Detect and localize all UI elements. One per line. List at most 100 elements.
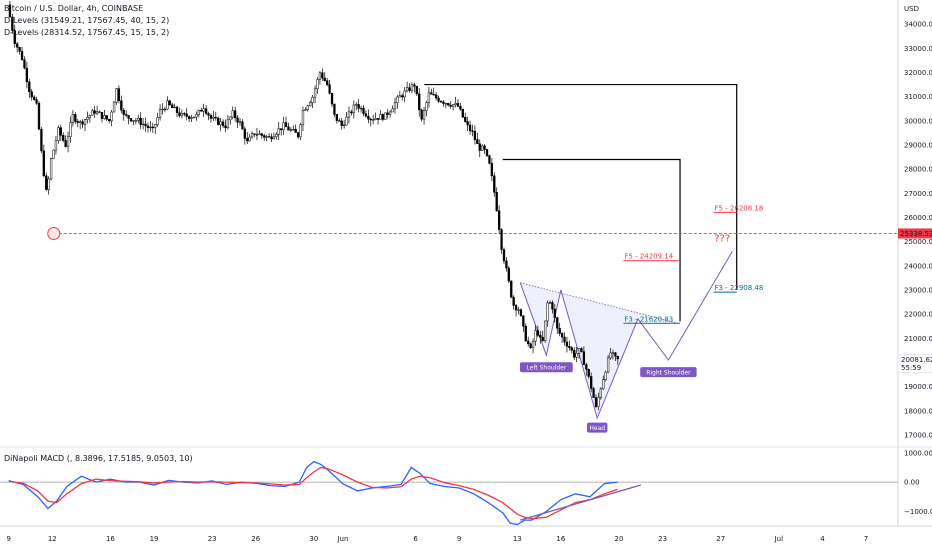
candle-body bbox=[125, 114, 128, 116]
candle-body bbox=[577, 348, 581, 354]
candle-body bbox=[386, 112, 389, 115]
candle bbox=[425, 100, 428, 117]
candle bbox=[311, 95, 314, 109]
candle-body bbox=[536, 330, 540, 336]
candle bbox=[209, 113, 213, 123]
candle-body bbox=[117, 88, 121, 101]
candle bbox=[539, 331, 542, 344]
candle bbox=[57, 125, 60, 144]
candle-body bbox=[468, 124, 472, 132]
candle-body bbox=[357, 104, 360, 109]
candle bbox=[435, 91, 438, 101]
candle-body bbox=[246, 138, 249, 142]
candle-body bbox=[175, 106, 179, 113]
candle-body bbox=[200, 109, 203, 112]
candle-body bbox=[62, 135, 65, 141]
candle bbox=[609, 348, 612, 360]
candle bbox=[485, 148, 489, 158]
candle-body bbox=[221, 121, 225, 127]
candle bbox=[168, 99, 171, 107]
candle-body bbox=[403, 90, 406, 98]
candle bbox=[568, 340, 571, 351]
candle-body bbox=[265, 136, 268, 138]
time-tick-label: 30 bbox=[309, 535, 318, 543]
time-tick-label: 19 bbox=[150, 535, 159, 543]
candle bbox=[362, 105, 365, 117]
candle-body bbox=[13, 30, 16, 44]
candle-body bbox=[154, 124, 157, 128]
candle-body bbox=[347, 111, 351, 118]
candle bbox=[11, 13, 14, 35]
candle bbox=[129, 118, 133, 123]
candle bbox=[280, 128, 283, 136]
candle-body bbox=[546, 302, 549, 322]
candle-body bbox=[280, 128, 283, 130]
candle bbox=[236, 115, 239, 128]
candle bbox=[105, 115, 108, 122]
candle-body bbox=[355, 104, 358, 106]
candle bbox=[592, 386, 595, 398]
candle bbox=[357, 99, 360, 113]
candle-body bbox=[234, 110, 237, 119]
candle bbox=[548, 300, 552, 304]
candle bbox=[558, 322, 561, 337]
candle-body bbox=[146, 125, 150, 129]
candle bbox=[45, 172, 48, 192]
candle bbox=[398, 90, 401, 98]
candle bbox=[284, 116, 288, 128]
candle bbox=[81, 119, 84, 129]
candle-body bbox=[471, 130, 474, 132]
candle-body bbox=[502, 249, 506, 262]
candle-body bbox=[500, 229, 503, 250]
candle bbox=[507, 265, 510, 284]
indicator-2-label: D-Levels (28314.52, 17567.45, 15, 15, 2) bbox=[4, 28, 170, 37]
candle bbox=[505, 257, 508, 272]
candle bbox=[614, 351, 617, 362]
candle-body bbox=[413, 84, 416, 87]
candle bbox=[229, 116, 232, 125]
candle bbox=[166, 96, 169, 111]
candle bbox=[258, 130, 261, 136]
candle bbox=[161, 103, 164, 115]
candle bbox=[493, 172, 496, 197]
candle bbox=[35, 96, 38, 105]
candle-body bbox=[103, 115, 106, 119]
candle-body bbox=[30, 91, 33, 98]
candle-body bbox=[522, 315, 525, 327]
candle-body bbox=[451, 104, 455, 107]
candle bbox=[466, 116, 469, 131]
candle-body bbox=[71, 114, 75, 123]
candle bbox=[270, 133, 273, 142]
candle bbox=[192, 116, 196, 119]
candle bbox=[408, 83, 411, 93]
time-tick-label: 27 bbox=[716, 535, 725, 543]
candle-body bbox=[597, 397, 600, 407]
candle-body bbox=[115, 88, 118, 103]
candle-body bbox=[304, 109, 307, 111]
candle-body bbox=[323, 77, 326, 82]
candle-body bbox=[447, 103, 450, 106]
candle-body bbox=[139, 118, 142, 126]
candle bbox=[221, 119, 225, 129]
candle-body bbox=[410, 84, 414, 91]
candle bbox=[444, 102, 448, 109]
candle-body bbox=[527, 340, 530, 345]
price-axis: 17000.0018000.0019000.0020000.0021000.00… bbox=[897, 21, 932, 439]
candle-body bbox=[432, 94, 435, 96]
candle-body bbox=[301, 110, 305, 125]
time-tick-label: Jul bbox=[774, 535, 784, 543]
candle bbox=[330, 92, 334, 108]
annotation-badge bbox=[640, 367, 697, 378]
candle-body bbox=[219, 121, 222, 125]
candle bbox=[531, 338, 535, 354]
legend-macd: DiNapoli MACD (, 8.3896, 17.5185, 9.0503… bbox=[4, 453, 196, 464]
time-tick-label: 9 bbox=[6, 535, 10, 543]
candle bbox=[483, 144, 486, 154]
level-price-tag bbox=[898, 228, 932, 239]
candle-body bbox=[185, 113, 188, 117]
candle-body bbox=[20, 51, 24, 60]
candle bbox=[490, 157, 494, 182]
candle bbox=[403, 87, 406, 103]
candle-body bbox=[437, 97, 440, 102]
candle-body bbox=[241, 121, 244, 130]
